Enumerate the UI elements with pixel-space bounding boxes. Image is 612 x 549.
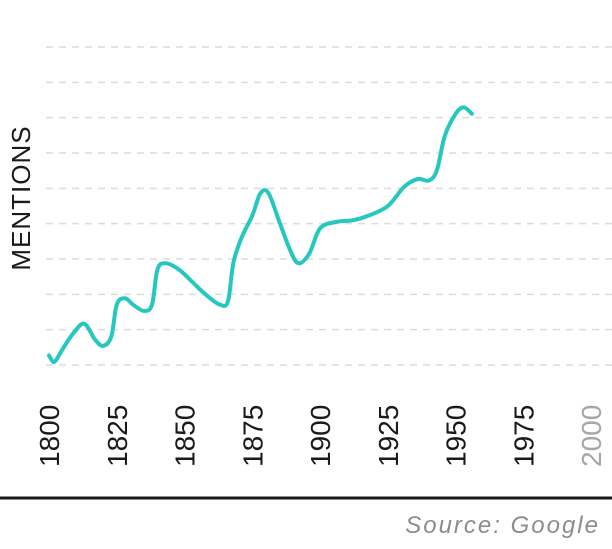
x-tick-label-1825: 1825	[102, 405, 133, 467]
x-tick-label-1900: 1900	[305, 405, 336, 467]
x-tick-label-1950: 1950	[441, 405, 472, 467]
series-layer	[47, 105, 474, 364]
y-axis-label: MENTIONS	[6, 125, 36, 270]
x-tick-label-1925: 1925	[373, 405, 404, 467]
gridlines	[46, 46, 612, 366]
x-tick-label-1800: 1800	[34, 405, 65, 467]
source-note: Source: Google	[405, 512, 600, 539]
series-line-0	[47, 105, 474, 364]
x-tick-label-1850: 1850	[170, 405, 201, 467]
x-tick-label-1875: 1875	[237, 405, 268, 467]
x-tick-label-2000: 2000	[576, 405, 607, 467]
x-tick-labels: 1800 1825 1850 1875 1900 1925 1950 1975 2000	[34, 405, 607, 467]
x-tick-label-1975: 1975	[508, 405, 539, 467]
